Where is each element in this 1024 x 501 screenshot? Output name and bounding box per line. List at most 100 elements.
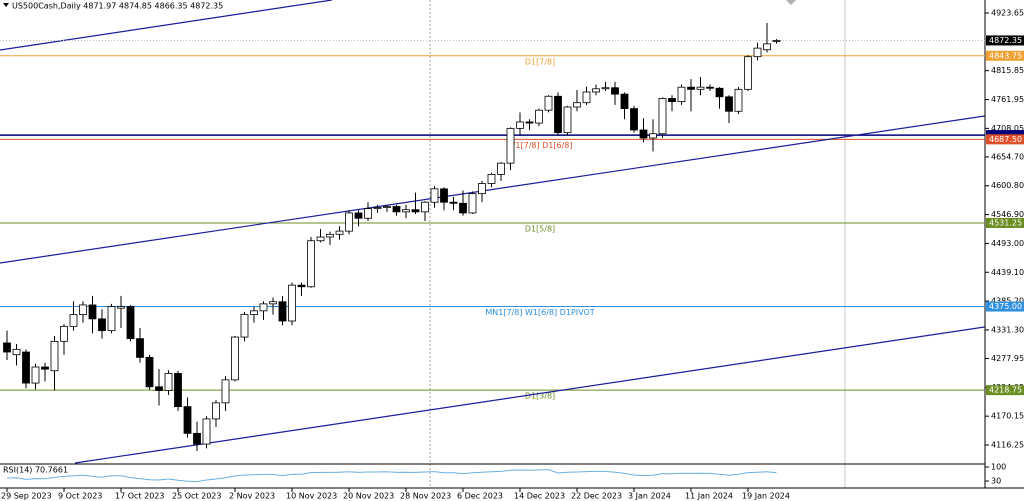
candle-body <box>601 87 610 90</box>
level-price-box <box>986 217 1024 228</box>
candle-body <box>772 40 781 42</box>
level-name: D1[7/8] <box>525 57 555 66</box>
level-price-box <box>986 130 1024 137</box>
y-tick-label: 4761.95 <box>991 95 1024 104</box>
candle-body <box>592 88 600 93</box>
candle-body <box>202 418 211 445</box>
y-tick-label: 4546.90 <box>991 210 1024 219</box>
candle-body <box>535 109 543 124</box>
trendline <box>0 0 332 51</box>
candle-body <box>231 336 239 381</box>
candle-body <box>411 209 420 213</box>
candle-body <box>307 240 315 288</box>
x-tick-label: 28 Nov 2023 <box>400 492 451 501</box>
x-tick-label: 20 Nov 2023 <box>343 492 394 501</box>
candle-body <box>335 230 344 235</box>
candle-body <box>753 47 762 58</box>
candle-body <box>79 304 87 315</box>
candle-body <box>611 87 619 95</box>
candle-body <box>364 208 372 219</box>
candle-body <box>516 121 524 129</box>
candle-body <box>345 212 353 232</box>
candle-body <box>525 121 534 124</box>
x-tick-label: 11 Jan 2024 <box>685 492 733 501</box>
x-tick-label: 17 Oct 2023 <box>115 492 164 501</box>
candle-body <box>250 310 258 315</box>
level-name: W1[7/8] D1[6/8] <box>507 141 572 150</box>
level-price-label: 4531.25 <box>989 218 1022 227</box>
x-tick-label: 19 Jan 2024 <box>742 492 790 501</box>
level-price-label: 4375.00 <box>989 302 1022 311</box>
y-tick-label: 4385.20 <box>991 297 1024 306</box>
y-tick-label: 4654.70 <box>991 152 1024 161</box>
candle-body <box>715 87 724 98</box>
level-price-box <box>986 301 1024 312</box>
candle-body <box>506 127 515 164</box>
candle-body <box>354 212 363 219</box>
level-name: D1[3/8] <box>525 392 555 401</box>
y-tick-label: 4331.30 <box>991 325 1024 334</box>
candle-body <box>155 386 163 391</box>
level-name: MN1[7/8] W1[6/8] D1PIVOT <box>485 308 594 317</box>
candle-body <box>278 301 287 322</box>
candle-body <box>696 86 705 90</box>
candle-body <box>50 340 59 372</box>
y-tick-label: 4170.15 <box>991 412 1024 421</box>
candle-body <box>430 188 439 203</box>
candle-body <box>544 95 553 111</box>
x-tick-label: 10 Nov 2023 <box>286 492 337 501</box>
candle-body <box>174 373 182 408</box>
candle-body <box>60 325 68 342</box>
candle-body <box>440 188 448 203</box>
level-price-label: 4843.75 <box>989 51 1022 60</box>
candle-body <box>22 351 30 384</box>
x-tick-label: 9 Oct 2023 <box>58 492 102 501</box>
candle-body <box>221 379 230 404</box>
candle-body <box>554 95 562 134</box>
candle-body <box>449 201 458 204</box>
candle-body <box>3 342 11 353</box>
x-tick-label: 3 Jan 2024 <box>628 492 671 501</box>
x-tick-label: 25 Oct 2023 <box>172 492 221 501</box>
candle-body <box>563 106 572 134</box>
candle-body <box>183 406 192 434</box>
candle-body <box>107 306 116 332</box>
candle-body <box>383 206 391 208</box>
candle-body <box>497 162 505 175</box>
candle-body <box>573 102 581 108</box>
candle-body <box>744 56 752 90</box>
rsi-tick-label: 30 <box>991 477 1001 486</box>
menu-icon[interactable] <box>3 3 9 7</box>
y-tick-label: 4600.80 <box>991 181 1024 190</box>
x-tick-label: 2 Nov 2023 <box>229 492 275 501</box>
y-tick-label: 4923.65 <box>991 9 1024 18</box>
rsi-line <box>6 469 777 483</box>
candle-body <box>620 93 629 109</box>
candle-body <box>98 318 106 332</box>
candle-body <box>706 86 714 89</box>
level-price-label: 4218.75 <box>989 386 1022 395</box>
trendline <box>74 326 985 464</box>
y-tick-label: 4116.25 <box>991 440 1024 449</box>
y-tick-label: 4493.00 <box>991 239 1024 248</box>
level-name: D1[5/8] <box>525 224 555 233</box>
candle-body <box>687 86 695 90</box>
candle-body <box>478 183 486 195</box>
candle-body <box>316 236 325 242</box>
candle-body <box>259 303 268 312</box>
level-price-label: 4687.50 <box>989 135 1022 144</box>
candle-body <box>459 202 467 214</box>
candle-body <box>145 356 154 388</box>
candle-body <box>668 98 676 103</box>
x-tick-label: 29 Sep 2023 <box>1 492 52 501</box>
current-price-box <box>986 35 1024 46</box>
candle-body <box>392 206 401 213</box>
candle-body <box>630 108 638 131</box>
candle-body <box>326 233 334 238</box>
candle-body <box>240 314 249 338</box>
candle-body <box>269 301 277 305</box>
candle-body <box>12 348 21 356</box>
